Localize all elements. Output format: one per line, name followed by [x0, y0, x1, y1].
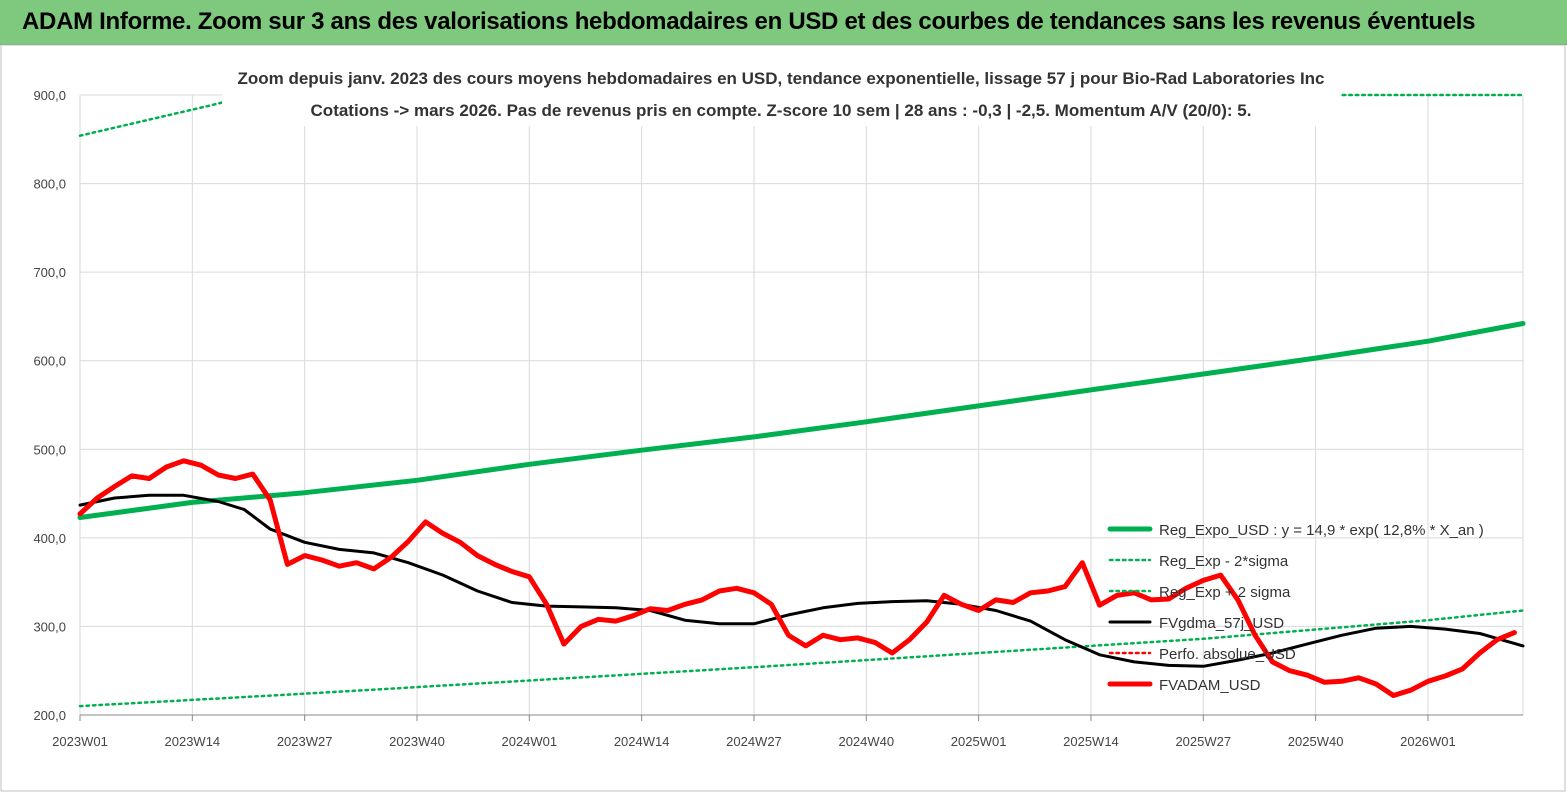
x-tick-label: 2024W27: [726, 734, 782, 749]
x-tick-label: 2023W27: [277, 734, 333, 749]
x-tick-label: 2025W40: [1288, 734, 1344, 749]
x-tick-label: 2023W01: [52, 734, 108, 749]
x-tick-label: 2024W40: [838, 734, 894, 749]
report-banner: ADAM Informe. Zoom sur 3 ans des valoris…: [0, 0, 1567, 45]
series-line-1: [77, 321, 1526, 520]
x-tick-label: 2025W14: [1063, 734, 1119, 749]
subtitle-line-1: Zoom depuis janv. 2023 des cours moyens …: [237, 69, 1324, 88]
series-line-2: [78, 609, 1525, 708]
chart-frame: [0, 44, 1566, 792]
x-tick-label: 2023W14: [165, 734, 221, 749]
y-tick-label: 900,0: [33, 88, 66, 103]
x-tick-label: 2025W01: [951, 734, 1007, 749]
y-tick-label: 600,0: [33, 354, 66, 369]
x-tick-label: 2026W01: [1400, 734, 1456, 749]
subtitle-line-2: Cotations -> mars 2026. Pas de revenus p…: [311, 101, 1252, 120]
legend-label: Reg_Exp + 2 sigma: [1159, 584, 1291, 601]
y-tick-label: 500,0: [33, 442, 66, 457]
y-tick-label: 300,0: [33, 619, 66, 634]
chart-legend: Reg_Expo_USD : y = 14,9 * exp( 12,8% * X…: [1107, 522, 1484, 694]
y-tick-label: 700,0: [33, 265, 66, 280]
legend-label: Reg_Exp - 2*sigma: [1159, 553, 1289, 570]
series-line-4: [78, 493, 1525, 668]
y-tick-label: 400,0: [33, 531, 66, 546]
series-line-6: [77, 458, 1517, 698]
chart-axes: 200,0 300,0 400,0 500,0 600,0 700,0 800,0 900,0…: [33, 88, 1523, 749]
y-tick-label: 800,0: [33, 177, 66, 192]
x-tick-label: 2024W01: [501, 734, 557, 749]
legend-label: Perfo. absolue_USD: [1159, 646, 1296, 663]
report-title: ADAM Informe. Zoom sur 3 ans des valoris…: [22, 8, 1476, 35]
valuation-chart: 200,0 300,0 400,0 500,0 600,0 700,0 800,0 900,0…: [0, 44, 1566, 792]
subtitle-backdrop: [222, 56, 1340, 126]
x-tick-label: 2024W14: [614, 734, 670, 749]
x-tick-label: 2025W27: [1175, 734, 1231, 749]
legend-label: FVgdma_57j_USD: [1159, 615, 1284, 632]
y-tick-label: 200,0: [33, 708, 66, 723]
legend-label: Reg_Expo_USD : y = 14,9 * exp( 12,8% * X…: [1159, 522, 1484, 539]
x-tick-label: 2023W40: [389, 734, 445, 749]
legend-label: FVADAM_USD: [1159, 677, 1261, 694]
